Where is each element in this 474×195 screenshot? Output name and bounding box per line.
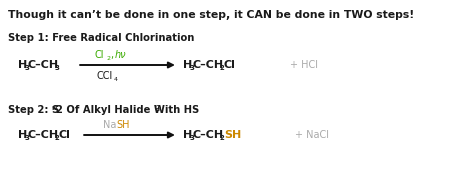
Text: H: H (183, 60, 192, 70)
Text: C–CH: C–CH (28, 60, 59, 70)
Text: + HCl: + HCl (290, 60, 318, 70)
Text: N: N (51, 106, 56, 111)
Text: 3: 3 (190, 136, 194, 142)
Text: 3: 3 (25, 136, 29, 142)
Text: SH: SH (224, 130, 241, 140)
Text: H: H (183, 130, 192, 140)
Text: Though it can’t be done in one step, it CAN be done in TWO steps!: Though it can’t be done in one step, it … (8, 10, 414, 20)
Text: hν: hν (115, 50, 127, 60)
Text: C–CH: C–CH (193, 60, 224, 70)
Text: 4: 4 (114, 77, 118, 82)
Text: Cl: Cl (59, 130, 71, 140)
Text: + NaCl: + NaCl (295, 130, 329, 140)
Text: 2: 2 (55, 136, 60, 142)
Text: CCl: CCl (97, 71, 113, 81)
Text: Na: Na (103, 120, 117, 130)
Text: Cl: Cl (95, 50, 104, 60)
Text: Cl: Cl (224, 60, 236, 70)
Text: C–CH: C–CH (28, 130, 59, 140)
Text: 2 Of Alkyl Halide With HS: 2 Of Alkyl Halide With HS (56, 105, 199, 115)
Text: ,: , (110, 50, 113, 60)
Text: ⊖: ⊖ (153, 104, 161, 113)
Text: C–CH: C–CH (193, 130, 224, 140)
Text: 2: 2 (220, 136, 225, 142)
Text: 2: 2 (107, 56, 111, 61)
Text: 3: 3 (190, 66, 194, 72)
Text: 3: 3 (55, 66, 60, 72)
Text: 2: 2 (220, 66, 225, 72)
Text: SH: SH (116, 120, 129, 130)
Text: Step 1: Free Radical Chlorination: Step 1: Free Radical Chlorination (8, 33, 194, 43)
Text: Step 2: S: Step 2: S (8, 105, 59, 115)
Text: H: H (18, 60, 27, 70)
Text: H: H (18, 130, 27, 140)
Text: 3: 3 (25, 66, 29, 72)
